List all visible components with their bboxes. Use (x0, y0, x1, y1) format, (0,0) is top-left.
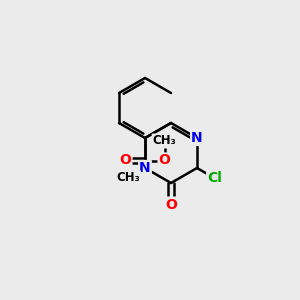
Text: Cl: Cl (207, 171, 222, 185)
Text: O: O (165, 198, 177, 212)
Text: N: N (139, 161, 151, 175)
Text: O: O (159, 154, 170, 167)
Text: CH₃: CH₃ (153, 134, 176, 148)
Text: CH₃: CH₃ (116, 171, 140, 184)
Text: O: O (120, 154, 131, 167)
Text: N: N (191, 131, 203, 145)
